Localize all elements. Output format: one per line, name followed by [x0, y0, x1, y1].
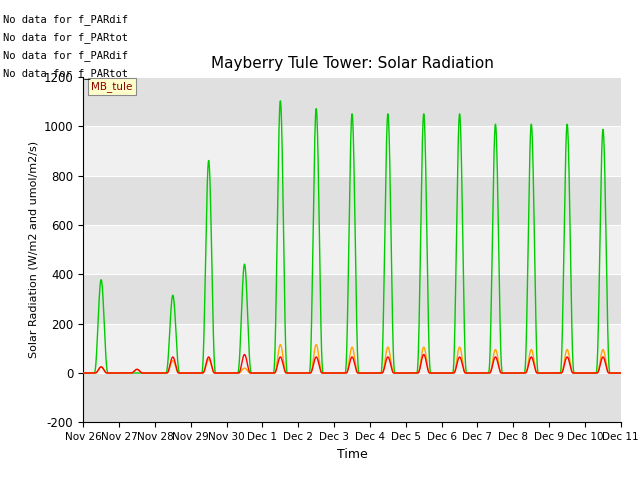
Text: No data for f_PARdif: No data for f_PARdif [3, 13, 128, 24]
Text: No data for f_PARdif: No data for f_PARdif [3, 50, 128, 61]
Bar [83, 126, 621, 176]
Text: No data for f_PARtot: No data for f_PARtot [3, 32, 128, 43]
Text: No data for f_PARtot: No data for f_PARtot [3, 68, 128, 79]
Bar [83, 77, 621, 126]
Bar [83, 373, 621, 422]
X-axis label: Time: Time [337, 448, 367, 461]
Bar [83, 225, 621, 274]
Title: Mayberry Tule Tower: Solar Radiation: Mayberry Tule Tower: Solar Radiation [211, 57, 493, 72]
Text: MB_tule: MB_tule [91, 81, 132, 92]
Bar [83, 176, 621, 225]
Bar [83, 324, 621, 373]
Y-axis label: Solar Radiation (W/m2 and umol/m2/s): Solar Radiation (W/m2 and umol/m2/s) [28, 141, 38, 358]
Bar [83, 274, 621, 324]
